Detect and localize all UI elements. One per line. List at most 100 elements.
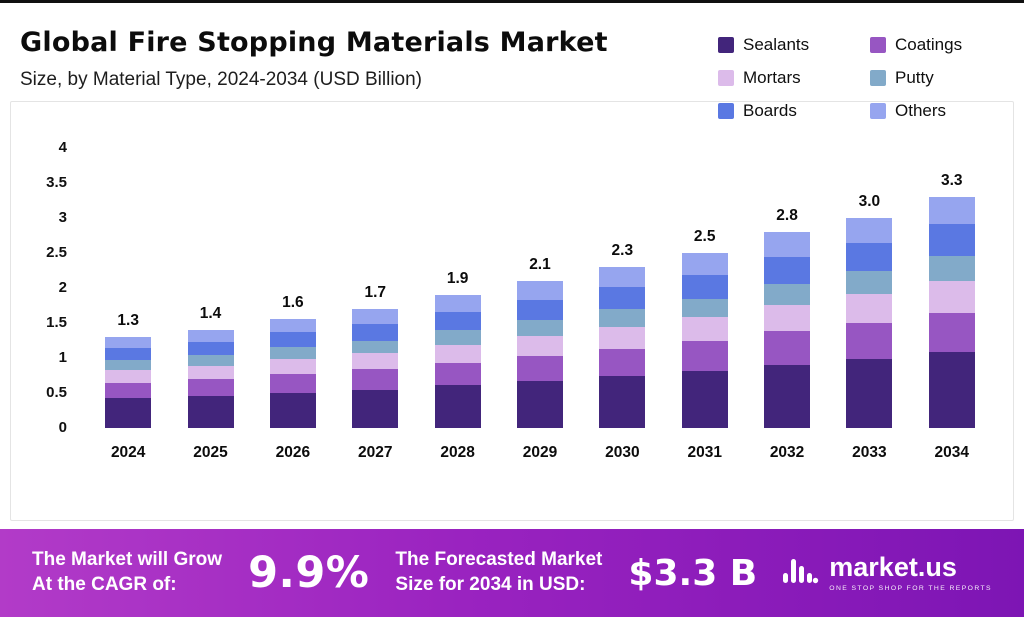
bar-total-label: 2.8 [776, 207, 798, 225]
segment-mortars-2029 [516, 335, 563, 356]
bar-2034: 3.3 [911, 148, 993, 428]
y-tick-label: 3 [58, 209, 67, 226]
segment-putty-2027 [352, 340, 399, 354]
segment-sealants-2029 [516, 381, 563, 428]
y-tick-label: 0 [58, 419, 67, 436]
bar-2027: 1.7 [334, 148, 416, 428]
x-axis-labels: 2024 2025 2026 2027 2028 2029 2030 2031 2032 2033… [87, 444, 993, 462]
banner: The Market will Grow At the CAGR of: 9.9… [0, 529, 1024, 617]
bar-stack-2033 [846, 218, 893, 428]
segment-coatings-2030 [599, 348, 646, 377]
putty-swatch-icon [870, 70, 886, 86]
segment-putty-2034 [928, 255, 975, 282]
legend-item-others: Others [870, 101, 998, 121]
bar-stack-2024 [105, 337, 152, 428]
segment-others-2027 [352, 309, 399, 325]
segment-coatings-2027 [352, 369, 399, 390]
segment-coatings-2029 [516, 355, 563, 382]
segment-coatings-2026 [269, 374, 316, 393]
bar-stack-2027 [352, 309, 399, 428]
segment-sealants-2031 [681, 371, 728, 428]
segment-boards-2024 [105, 348, 152, 361]
segment-mortars-2025 [187, 365, 234, 380]
chart-area: 0 0.5 1 1.5 2 2.5 3 3.5 4 1.3 1.4 1.6 1.7 1.9 2.1 2.3 2… [10, 101, 1014, 521]
legend-label: Others [895, 101, 947, 120]
others-swatch-icon [870, 103, 886, 119]
segment-sealants-2032 [764, 365, 811, 428]
bar-total-label: 1.3 [117, 312, 139, 330]
segment-sealants-2026 [269, 393, 316, 428]
segment-sealants-2030 [599, 376, 646, 428]
bars-container: 1.3 1.4 1.6 1.7 1.9 2.1 2.3 2.5 2.8 3.0 3.3 [87, 148, 993, 428]
segment-mortars-2027 [352, 353, 399, 370]
bar-2032: 2.8 [746, 148, 828, 428]
forecast-label-line1: The Forecasted Market [395, 549, 603, 571]
segment-coatings-2024 [105, 382, 152, 398]
segment-coatings-2028 [434, 362, 481, 386]
y-tick-label: 1 [58, 349, 67, 366]
x-tick-label-2029: 2029 [522, 444, 558, 461]
segment-sealants-2027 [352, 389, 399, 428]
x-tick-label-2032: 2032 [769, 444, 805, 461]
bar-total-label: 1.4 [199, 305, 222, 323]
segment-putty-2030 [599, 309, 646, 327]
brand-text: market.us ONE STOP SHOP FOR THE REPORTS [829, 552, 992, 593]
segment-putty-2028 [434, 330, 481, 345]
segment-boards-2033 [846, 242, 893, 272]
forecast-value: $3.3 B [628, 552, 758, 594]
segment-mortars-2032 [764, 304, 811, 332]
boards-swatch-icon [718, 103, 734, 119]
bar-total-label: 2.5 [693, 228, 716, 246]
bar-2030: 2.3 [581, 148, 663, 428]
segment-sealants-2028 [434, 385, 481, 428]
bar-2029: 2.1 [499, 148, 581, 428]
segment-putty-2033 [846, 271, 893, 295]
y-tick-label: 4 [58, 139, 67, 156]
legend-item-mortars: Mortars [718, 68, 870, 88]
cagr-label: The Market will Grow At the CAGR of: [32, 548, 222, 597]
plot-area: 0 0.5 1 1.5 2 2.5 3 3.5 4 1.3 1.4 1.6 1.7 1.9 2.1 2.3 2… [46, 139, 993, 436]
legend-item-putty: Putty [870, 68, 998, 88]
cagr-label-line1: The Market will Grow [32, 549, 223, 571]
x-tick-label-2028: 2028 [440, 444, 475, 461]
bar-total-label: 1.6 [282, 293, 304, 311]
bar-2031: 2.5 [664, 148, 746, 428]
segment-mortars-2033 [846, 294, 893, 324]
bar-stack-2034 [928, 197, 975, 428]
segment-sealants-2034 [928, 352, 975, 428]
bar-stack-2026 [269, 318, 316, 428]
legend-label: Mortars [743, 68, 801, 87]
x-tick-label-2024: 2024 [110, 444, 146, 461]
legend: Sealants Coatings Mortars Putty Boards Others [718, 35, 998, 121]
segment-boards-2026 [269, 332, 316, 347]
brand-name: market.us [829, 552, 957, 582]
bar-2033: 3.0 [828, 148, 910, 428]
page-title: Global Fire Stopping Materials Market [20, 27, 608, 58]
segment-mortars-2030 [599, 326, 646, 349]
segment-putty-2025 [187, 355, 234, 366]
bar-stack-2025 [187, 330, 234, 428]
bar-total-label: 1.7 [364, 284, 387, 302]
legend-item-boards: Boards [718, 101, 870, 121]
bar-2025: 1.4 [169, 148, 251, 428]
segment-sealants-2025 [187, 395, 234, 428]
bar-stack-2029 [516, 281, 563, 428]
legend-label: Coatings [895, 35, 963, 54]
segment-boards-2034 [928, 224, 975, 256]
segment-others-2033 [846, 218, 893, 243]
bar-2028: 1.9 [416, 148, 498, 428]
bar-total-label: 3.0 [858, 193, 881, 211]
y-tick-label: 3.5 [46, 174, 67, 191]
x-tick-label-2034: 2034 [934, 444, 970, 461]
page-subtitle: Size, by Material Type, 2024-2034 (USD B… [20, 69, 423, 90]
segment-coatings-2034 [928, 312, 975, 353]
segment-others-2024 [105, 337, 152, 349]
segment-coatings-2031 [681, 341, 728, 372]
segment-putty-2024 [105, 360, 152, 370]
x-tick-label-2031: 2031 [687, 444, 722, 461]
y-tick-label: 0.5 [46, 384, 67, 401]
segment-others-2025 [187, 330, 234, 342]
segment-mortars-2034 [928, 281, 975, 313]
segment-mortars-2026 [269, 358, 316, 375]
